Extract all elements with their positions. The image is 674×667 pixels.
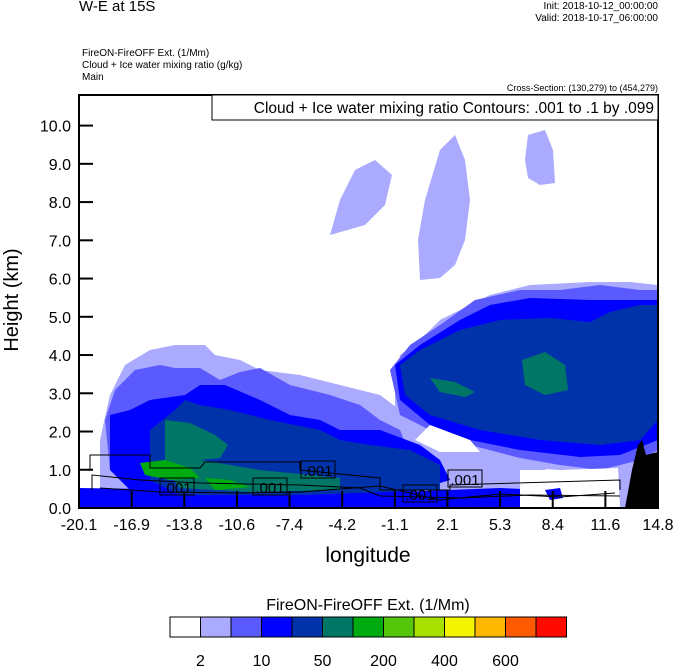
- colorbar-label: 10: [253, 653, 271, 667]
- x-axis-label: longitude: [325, 544, 410, 567]
- contour-line: [89, 454, 621, 491]
- contour-label-box: [300, 460, 336, 479]
- x-tick-label: 14.8: [642, 517, 673, 534]
- contour-fill-region: [330, 160, 392, 235]
- plot-title: W-E at 15S: [79, 0, 156, 15]
- colorbar-swatch: [352, 616, 384, 638]
- y-tick-label: 0.0: [49, 501, 71, 518]
- colorbar-swatch: [535, 616, 567, 638]
- contour-info-text: Cloud + Ice water mixing ratio Contours:…: [254, 100, 654, 117]
- contour-fill-region: [165, 420, 340, 492]
- x-tick-label: -1.1: [381, 517, 409, 534]
- y-tick-label: 6.0: [49, 272, 71, 289]
- x-tick-label: 2.1: [436, 517, 458, 534]
- colorbar-label: 400: [431, 653, 458, 667]
- subtitle-contour: Cloud + Ice water mixing ratio (g/kg): [82, 60, 243, 71]
- x-tick-label: 11.6: [590, 517, 620, 534]
- colorbar-swatch: [505, 616, 537, 638]
- colorbar-swatch: [169, 616, 201, 638]
- y-tick-label: 5.0: [49, 310, 71, 327]
- colorbar-swatch: [322, 616, 354, 638]
- colorbar-swatch: [413, 616, 445, 638]
- y-tick-label: 10.0: [40, 119, 71, 136]
- y-tick-label: 3.0: [49, 386, 71, 403]
- contour-label-box: [252, 477, 288, 496]
- colorbar-swatch: [230, 616, 262, 638]
- contour-fill-region: [625, 440, 658, 508]
- colorbar-swatch: [474, 616, 506, 638]
- contour-label-box: [159, 477, 195, 496]
- colorbar-label: 50: [314, 653, 332, 667]
- init-time: Init: 2018-10-12_00:00:00: [543, 1, 658, 12]
- x-tick-label: 5.3: [489, 517, 511, 534]
- colorbar-label: 200: [370, 653, 397, 667]
- y-tick-label: 1.0: [49, 463, 71, 480]
- y-tick-label: 8.0: [49, 195, 71, 212]
- colorbar-swatch: [200, 616, 232, 638]
- contour-fill-region: [430, 378, 475, 397]
- contour-label-box: [402, 484, 438, 503]
- contour-line: [99, 485, 616, 501]
- colorbar-swatch: [261, 616, 293, 638]
- x-tick-label: -4.2: [328, 517, 356, 534]
- colorbar-swatch: [291, 616, 323, 638]
- contour-fill-region: [418, 135, 470, 280]
- filled-contours: .001 .001 .001 .001 .001: [79, 130, 658, 508]
- contour-fill-region: [525, 130, 555, 185]
- contour-label: .001: [450, 472, 479, 489]
- contour-fill-region: [140, 460, 200, 480]
- y-tick-label: 7.0: [49, 233, 71, 250]
- y-tick-label: 9.0: [49, 157, 71, 174]
- x-tick-label: -10.6: [219, 517, 256, 534]
- y-tick-label: 4.0: [49, 348, 71, 365]
- x-tick-label: 8.4: [542, 517, 564, 534]
- subtitle-domain: Main: [82, 72, 104, 83]
- contour-label-box: [447, 469, 483, 488]
- contour-fill-region: [522, 352, 568, 395]
- colorbar-swatch: [383, 616, 415, 638]
- cross-section-label: Cross-Section: (130,279) to (454,279): [506, 83, 658, 93]
- contour-fill-region: [520, 468, 620, 508]
- x-tick-label: -13.8: [166, 517, 203, 534]
- y-axis-label: Height (km): [1, 248, 23, 351]
- y-tick-label: 2.0: [49, 425, 71, 442]
- x-tick-label: -7.4: [276, 517, 304, 534]
- contour-info-box: [211, 94, 659, 121]
- colorbar-label: 2: [196, 653, 205, 667]
- contour-label: .001: [255, 480, 284, 497]
- contour-label: .001: [162, 480, 191, 497]
- x-tick-label: -20.1: [61, 517, 98, 534]
- contour-fill-region: [415, 425, 480, 452]
- colorbar-swatch: [444, 616, 476, 638]
- contour-label: .001: [303, 463, 332, 480]
- colorbar-label: 600: [492, 653, 519, 667]
- subtitle-field: FireON-FireOFF Ext. (1/Mm): [82, 48, 210, 59]
- x-tick-label: -16.9: [113, 517, 150, 534]
- colorbar-title: FireON-FireOFF Ext. (1/Mm): [266, 597, 470, 614]
- contour-line: [91, 474, 621, 499]
- contour-label: .001: [405, 487, 434, 504]
- valid-time: Valid: 2018-10-17_06:00:00: [535, 13, 658, 24]
